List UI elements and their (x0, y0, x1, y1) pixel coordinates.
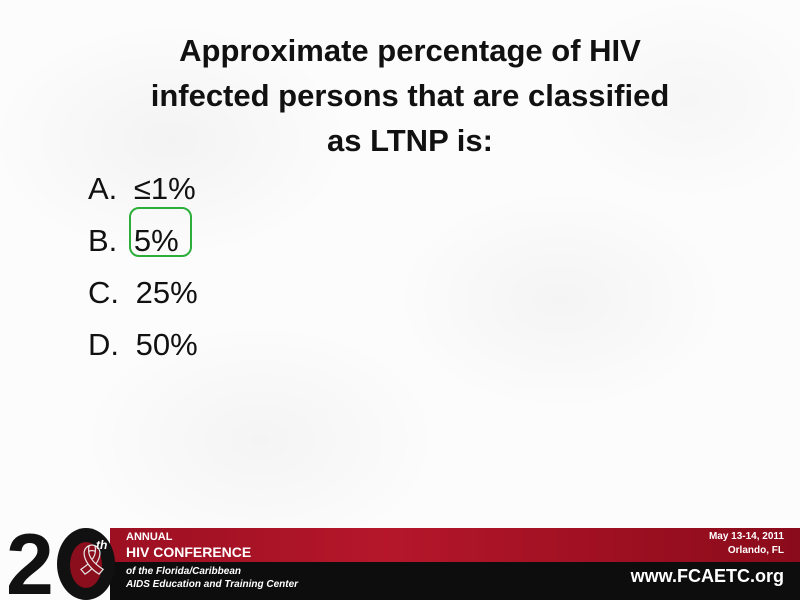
question-title: Approximate percentage of HIV infected p… (80, 28, 740, 163)
option-b: B. 5% (88, 218, 198, 270)
logo-zero-inner (70, 542, 102, 588)
option-value: ≤1% (133, 171, 196, 206)
footer-dates: May 13-14, 2011 (708, 531, 784, 542)
option-value: 50% (135, 327, 198, 362)
footer-location: Orlando, FL (727, 545, 784, 556)
title-line: infected persons that are classified (150, 78, 670, 113)
answer-options: A. ≤1% B. 5% C. 25% D. 50% (88, 166, 198, 374)
footer-url[interactable]: www.FCAETC.org (630, 566, 784, 586)
option-d: D. 50% (88, 322, 198, 374)
footer-annual: ANNUAL (126, 531, 173, 543)
option-letter: D. (88, 327, 119, 362)
awareness-ribbon-icon: 🎗 (73, 544, 112, 577)
option-value: 5% (133, 223, 179, 258)
option-letter: A. (88, 171, 118, 206)
option-letter: B. (88, 223, 118, 258)
footer-subtitle-1: of the Florida/Caribbean (126, 566, 242, 577)
logo-number: 2 (6, 517, 54, 600)
footer-red-band (110, 528, 800, 562)
option-c: C. 25% (88, 270, 198, 322)
logo-suffix: th (96, 538, 108, 552)
title-line: Approximate percentage of HIV (179, 33, 641, 68)
footer-subtitle-2: AIDS Education and Training Center (126, 579, 299, 590)
correct-answer-highlight (129, 207, 192, 257)
option-value: 25% (135, 275, 198, 310)
title-line: as LTNP is: (327, 123, 493, 158)
footer-black-band (110, 562, 800, 600)
conference-footer: 2 🎗 th ANNUAL HIV CONFERENCE of the Flor… (0, 522, 800, 600)
option-a: A. ≤1% (88, 166, 198, 218)
footer-conference: HIV CONFERENCE (126, 544, 252, 560)
option-letter: C. (88, 275, 119, 310)
